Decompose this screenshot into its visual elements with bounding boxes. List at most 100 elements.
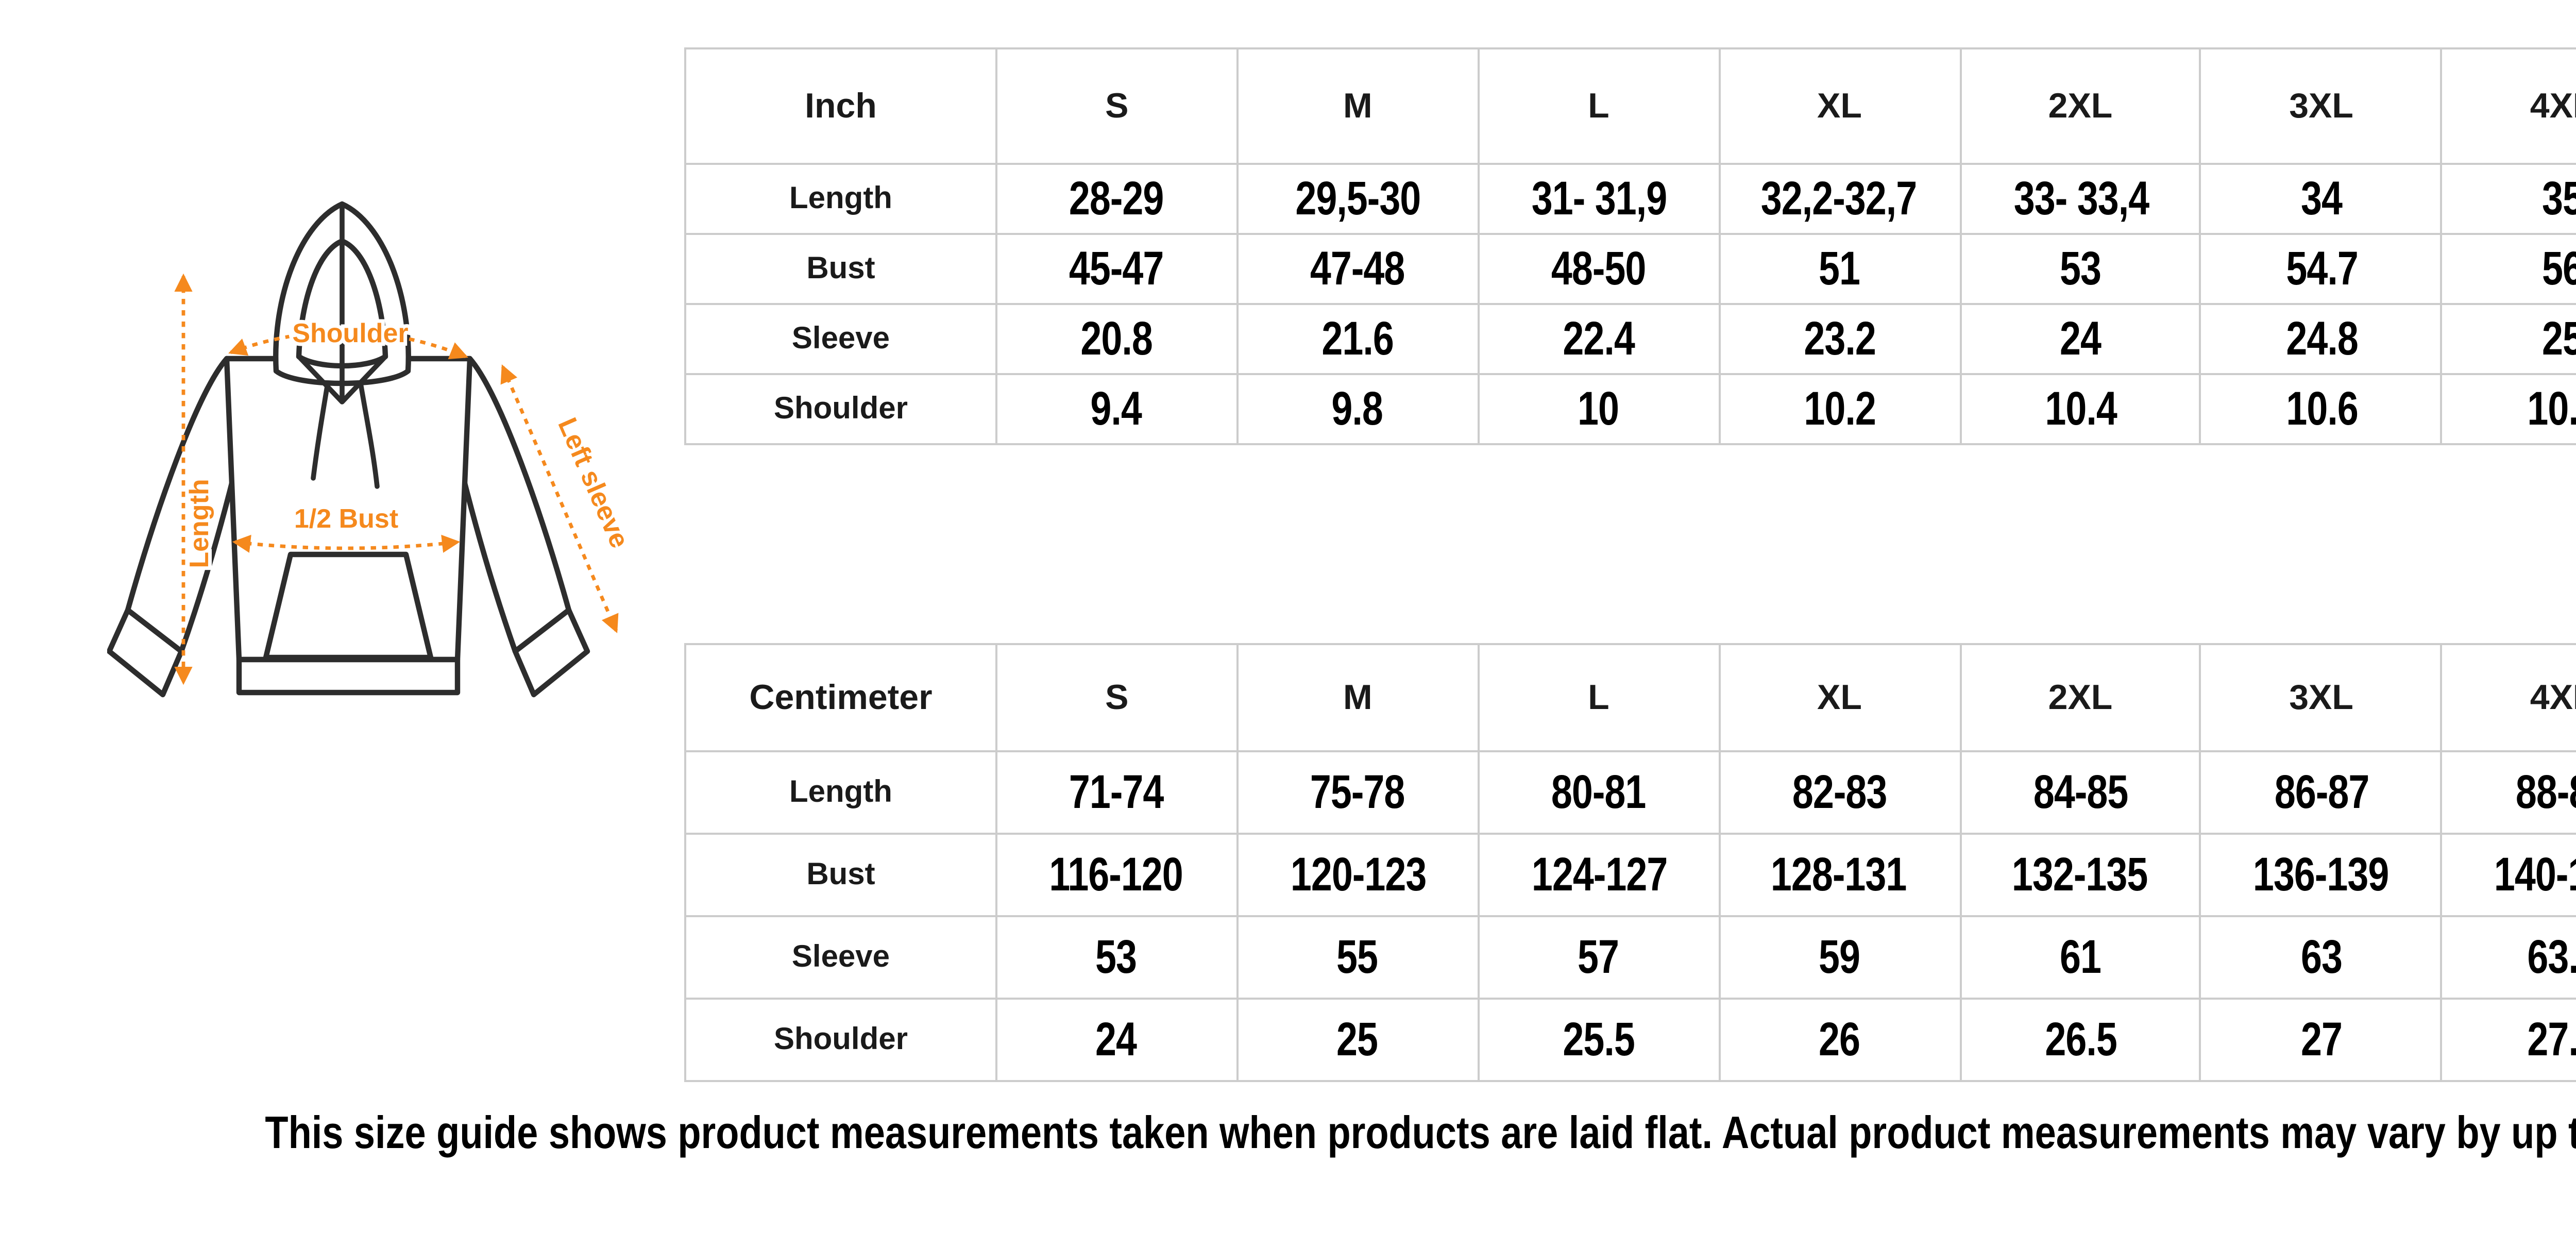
measurement-value: 47-48 [1310, 240, 1405, 294]
measurement-cell: 86-87 [2199, 750, 2443, 835]
measurement-cell: 80-81 [1477, 750, 1720, 835]
unit-header-centimeter: Centimeter [684, 643, 997, 752]
measurement-value: 128-131 [1771, 846, 1908, 900]
measurement-cell: 21.6 [1236, 303, 1480, 375]
measurement-value: 54.7 [2285, 240, 2358, 294]
hoodie-hem-band [236, 656, 461, 696]
left-sleeve-dimension-arrow [500, 364, 619, 633]
measurement-cell: 47-48 [1236, 233, 1480, 305]
measurement-cell: 71-74 [995, 750, 1239, 835]
hoodie-left-cuff [107, 607, 184, 698]
measurement-cell: 132-135 [1959, 833, 2202, 917]
measurement-cell: 24 [995, 998, 1239, 1082]
measurement-value: 24 [1096, 1011, 1138, 1065]
measurement-cell: 20.8 [995, 303, 1239, 375]
measurement-cell: 10.8 [2441, 373, 2576, 445]
measurement-cell: 26.5 [1959, 998, 2202, 1082]
measurement-value: 20.8 [1081, 310, 1153, 364]
measurement-value: 48-50 [1551, 240, 1646, 294]
measurement-value: 33- 33,4 [2012, 170, 2148, 224]
measurement-value: 21.6 [1321, 310, 1394, 364]
half-bust-dimension-arrow [232, 534, 461, 553]
measurement-value: 88-89 [2515, 764, 2576, 817]
size-column-header: S [995, 47, 1239, 165]
measurement-value: 86-87 [2274, 764, 2369, 817]
measurement-cell: 10.6 [2199, 373, 2443, 445]
size-column-header: 3XL [2199, 47, 2443, 165]
measurement-row-label: Length [684, 163, 997, 235]
size-column-header: M [1236, 47, 1480, 165]
measurement-cell: 48-50 [1477, 233, 1720, 305]
measurement-cell: 61 [1959, 915, 2202, 1000]
measurement-row-label: Shoulder [684, 373, 997, 445]
measurement-row-label: Sleeve [684, 915, 997, 1000]
measurement-cell: 23.2 [1718, 303, 1961, 375]
measurement-row-label: Bust [684, 833, 997, 917]
length-dimension-label: Length [184, 479, 214, 568]
size-column-header: L [1477, 47, 1720, 165]
hoodie-pocket [263, 551, 434, 661]
measurement-cell: 26 [1718, 998, 1961, 1082]
measurement-cell: 10 [1477, 373, 1720, 445]
measurement-value: 63 [2300, 929, 2343, 982]
measurement-cell: 27 [2199, 998, 2443, 1082]
left-sleeve-dimension-label: Left sleeve [552, 413, 634, 552]
measurement-value: 25 [2541, 310, 2576, 364]
measurement-cell: 24 [1959, 303, 2202, 375]
measurement-value: 27.5 [2526, 1011, 2576, 1065]
measurement-cell: 29,5-30 [1236, 163, 1480, 235]
measurement-cell: 22.4 [1477, 303, 1720, 375]
measurement-cell: 51 [1718, 233, 1961, 305]
hoodie-neck-v [296, 354, 388, 404]
measurement-value: 63.5 [2526, 929, 2576, 982]
measurement-row-label: Sleeve [684, 303, 997, 375]
measurement-cell: 63 [2199, 915, 2443, 1000]
measurement-value: 51 [1819, 240, 1860, 294]
measurement-cell: 25 [1236, 998, 1480, 1082]
measurement-value: 84-85 [2033, 764, 2128, 817]
measurement-cell: 27.5 [2441, 998, 2576, 1082]
measurement-cell: 53 [1959, 233, 2202, 305]
measurement-cell: 45-47 [995, 233, 1239, 305]
measurement-value: 26.5 [2044, 1011, 2116, 1065]
measurement-value: 29,5-30 [1295, 170, 1421, 224]
measurement-row: Length 71-74 75-78 80-81 82-83 84-85 86-87 88-8… [684, 750, 2576, 835]
measurement-value: 53 [2060, 240, 2102, 294]
half-bust-dimension-label: 1/2 Bust [294, 504, 398, 534]
measurement-cell: 10.2 [1718, 373, 1961, 445]
size-column-header: 2XL [1959, 643, 2202, 752]
measurement-value: 23.2 [1803, 310, 1876, 364]
measurement-cell: 9.4 [995, 373, 1239, 445]
shoulder-dimension-label: Shoulder [292, 318, 408, 348]
measurement-value: 24.8 [2285, 310, 2358, 364]
measurement-value: 10.2 [1803, 380, 1876, 434]
measurement-cell: 120-123 [1236, 833, 1480, 917]
measurement-cell: 35 [2441, 163, 2576, 235]
measurement-value: 124-127 [1531, 846, 1667, 900]
measurement-cell: 53 [995, 915, 1239, 1000]
measurement-value: 75-78 [1310, 764, 1405, 817]
measurement-cell: 140-143 [2441, 833, 2576, 917]
measurement-value: 10 [1578, 380, 1620, 434]
measurement-row: Bust 116-120 120-123 124-127 128-131 132-135 1… [684, 833, 2576, 917]
measurement-value: 82-83 [1792, 764, 1887, 817]
measurement-value: 45-47 [1070, 240, 1164, 294]
measurement-cell: 31- 31,9 [1477, 163, 1720, 235]
size-column-header: 3XL [2199, 643, 2443, 752]
measurement-value: 71-74 [1070, 764, 1164, 817]
size-column-header: 4XL [2441, 643, 2576, 752]
measurement-value: 80-81 [1551, 764, 1646, 817]
measurement-cell: 82-83 [1718, 750, 1961, 835]
measurement-value: 132-135 [2012, 846, 2148, 900]
measurement-cell: 75-78 [1236, 750, 1480, 835]
size-column-header: L [1477, 643, 1720, 752]
measurement-value: 120-123 [1290, 846, 1426, 900]
shoulder-dimension-arrow [228, 330, 468, 360]
measurement-cell: 33- 33,4 [1959, 163, 2202, 235]
measurement-value: 116-120 [1050, 846, 1184, 900]
measurement-cell: 88-89 [2441, 750, 2576, 835]
footer-note-row: This size guide shows product measuremen… [0, 1107, 2576, 1159]
